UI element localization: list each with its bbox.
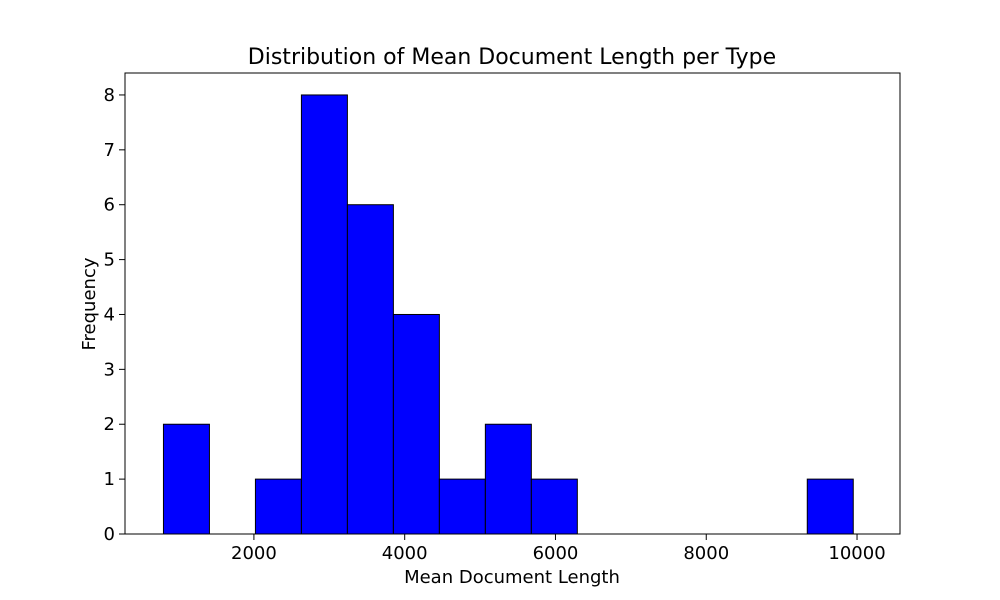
y-tick-label: 3 xyxy=(104,359,115,380)
x-tick-label: 2000 xyxy=(231,543,277,564)
y-axis: 0 1 2 3 4 5 6 7 8 xyxy=(104,85,125,545)
x-tick-label: 6000 xyxy=(533,543,579,564)
x-tick-label: 10000 xyxy=(828,543,885,564)
y-axis-label: Frequency xyxy=(79,257,100,350)
plot-frame xyxy=(124,72,901,535)
y-tick-label: 6 xyxy=(104,195,115,216)
y-tick-label: 0 xyxy=(104,524,115,545)
y-tick-label: 2 xyxy=(104,414,115,435)
y-tick-label: 1 xyxy=(104,469,115,490)
y-tick-label: 4 xyxy=(104,304,115,325)
chart-title: Distribution of Mean Document Length per… xyxy=(248,45,776,70)
histogram-bar-0 xyxy=(162,423,210,535)
y-tick-label: 8 xyxy=(104,85,115,106)
histogram-bar-14 xyxy=(806,478,854,535)
x-tick-label: 4000 xyxy=(382,543,428,564)
histogram-bar-8 xyxy=(530,478,578,535)
x-tick-label: 8000 xyxy=(683,543,729,564)
bars-group xyxy=(162,94,854,535)
y-tick-label: 5 xyxy=(104,250,115,271)
histogram-bar-3 xyxy=(300,94,348,535)
histogram-bar-7 xyxy=(484,423,532,535)
x-axis-label: Mean Document Length xyxy=(404,567,620,588)
histogram-bar-6 xyxy=(438,478,486,535)
x-axis: 2000 4000 6000 8000 10000 xyxy=(231,534,886,564)
histogram-bar-5 xyxy=(392,313,440,535)
y-tick-label: 7 xyxy=(104,140,115,161)
histogram-bar-4 xyxy=(346,204,394,535)
histogram-bar-2 xyxy=(254,478,302,535)
